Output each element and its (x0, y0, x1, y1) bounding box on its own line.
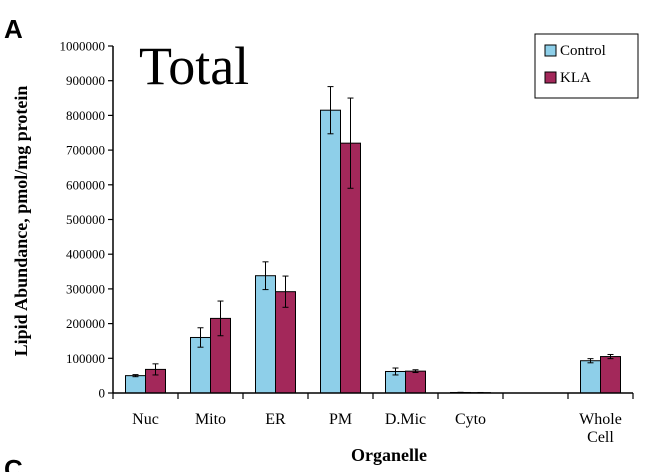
bar-control (580, 360, 601, 394)
bar-control (320, 109, 341, 394)
chart-title: Total (139, 36, 249, 96)
y-tick-label: 800000 (66, 108, 105, 123)
x-tick-label: D.Mic (385, 411, 426, 428)
x-tick-label: Nuc (132, 411, 159, 428)
bar-control (125, 375, 146, 394)
y-tick-label: 600000 (66, 177, 105, 192)
y-tick-label: 300000 (66, 281, 105, 296)
legend-swatch-control (544, 44, 557, 57)
x-tick-label: PM (329, 411, 352, 428)
bar-kla (405, 370, 426, 394)
panel-letter-c: C (4, 454, 23, 472)
legend-label-control: Control (560, 43, 606, 59)
y-tick-label: 500000 (66, 212, 105, 227)
x-tick-label: Cell (587, 429, 614, 446)
y-axis-ticks: 0 100000 200000 300000 400000 500000 600000 700… (60, 39, 113, 401)
y-tick-label: 700000 (66, 143, 105, 158)
y-tick-label: 100000 (66, 351, 105, 366)
legend-label-kla: KLA (560, 70, 591, 86)
y-tick-label: 0 (99, 386, 106, 401)
bar-control (255, 275, 276, 394)
x-tick-label: ER (265, 411, 286, 428)
y-tick-label: 900000 (66, 73, 105, 88)
bars-group (125, 109, 621, 394)
x-tick-label: Whole (579, 411, 622, 428)
y-tick-label: 1000000 (60, 39, 106, 54)
legend: Control KLA (534, 33, 639, 99)
y-tick-label: 200000 (66, 316, 105, 331)
x-tick-label: Cyto (455, 411, 486, 428)
legend-swatch-kla (544, 71, 557, 84)
x-axis-label: Organelle (351, 445, 427, 465)
panel-letter-a: A (4, 14, 23, 44)
y-axis-label: Lipid Abundance, pmol/mg protein (11, 86, 31, 357)
x-tick-label: Mito (195, 411, 226, 428)
bar-kla (600, 356, 621, 394)
y-tick-label: 400000 (66, 247, 105, 262)
